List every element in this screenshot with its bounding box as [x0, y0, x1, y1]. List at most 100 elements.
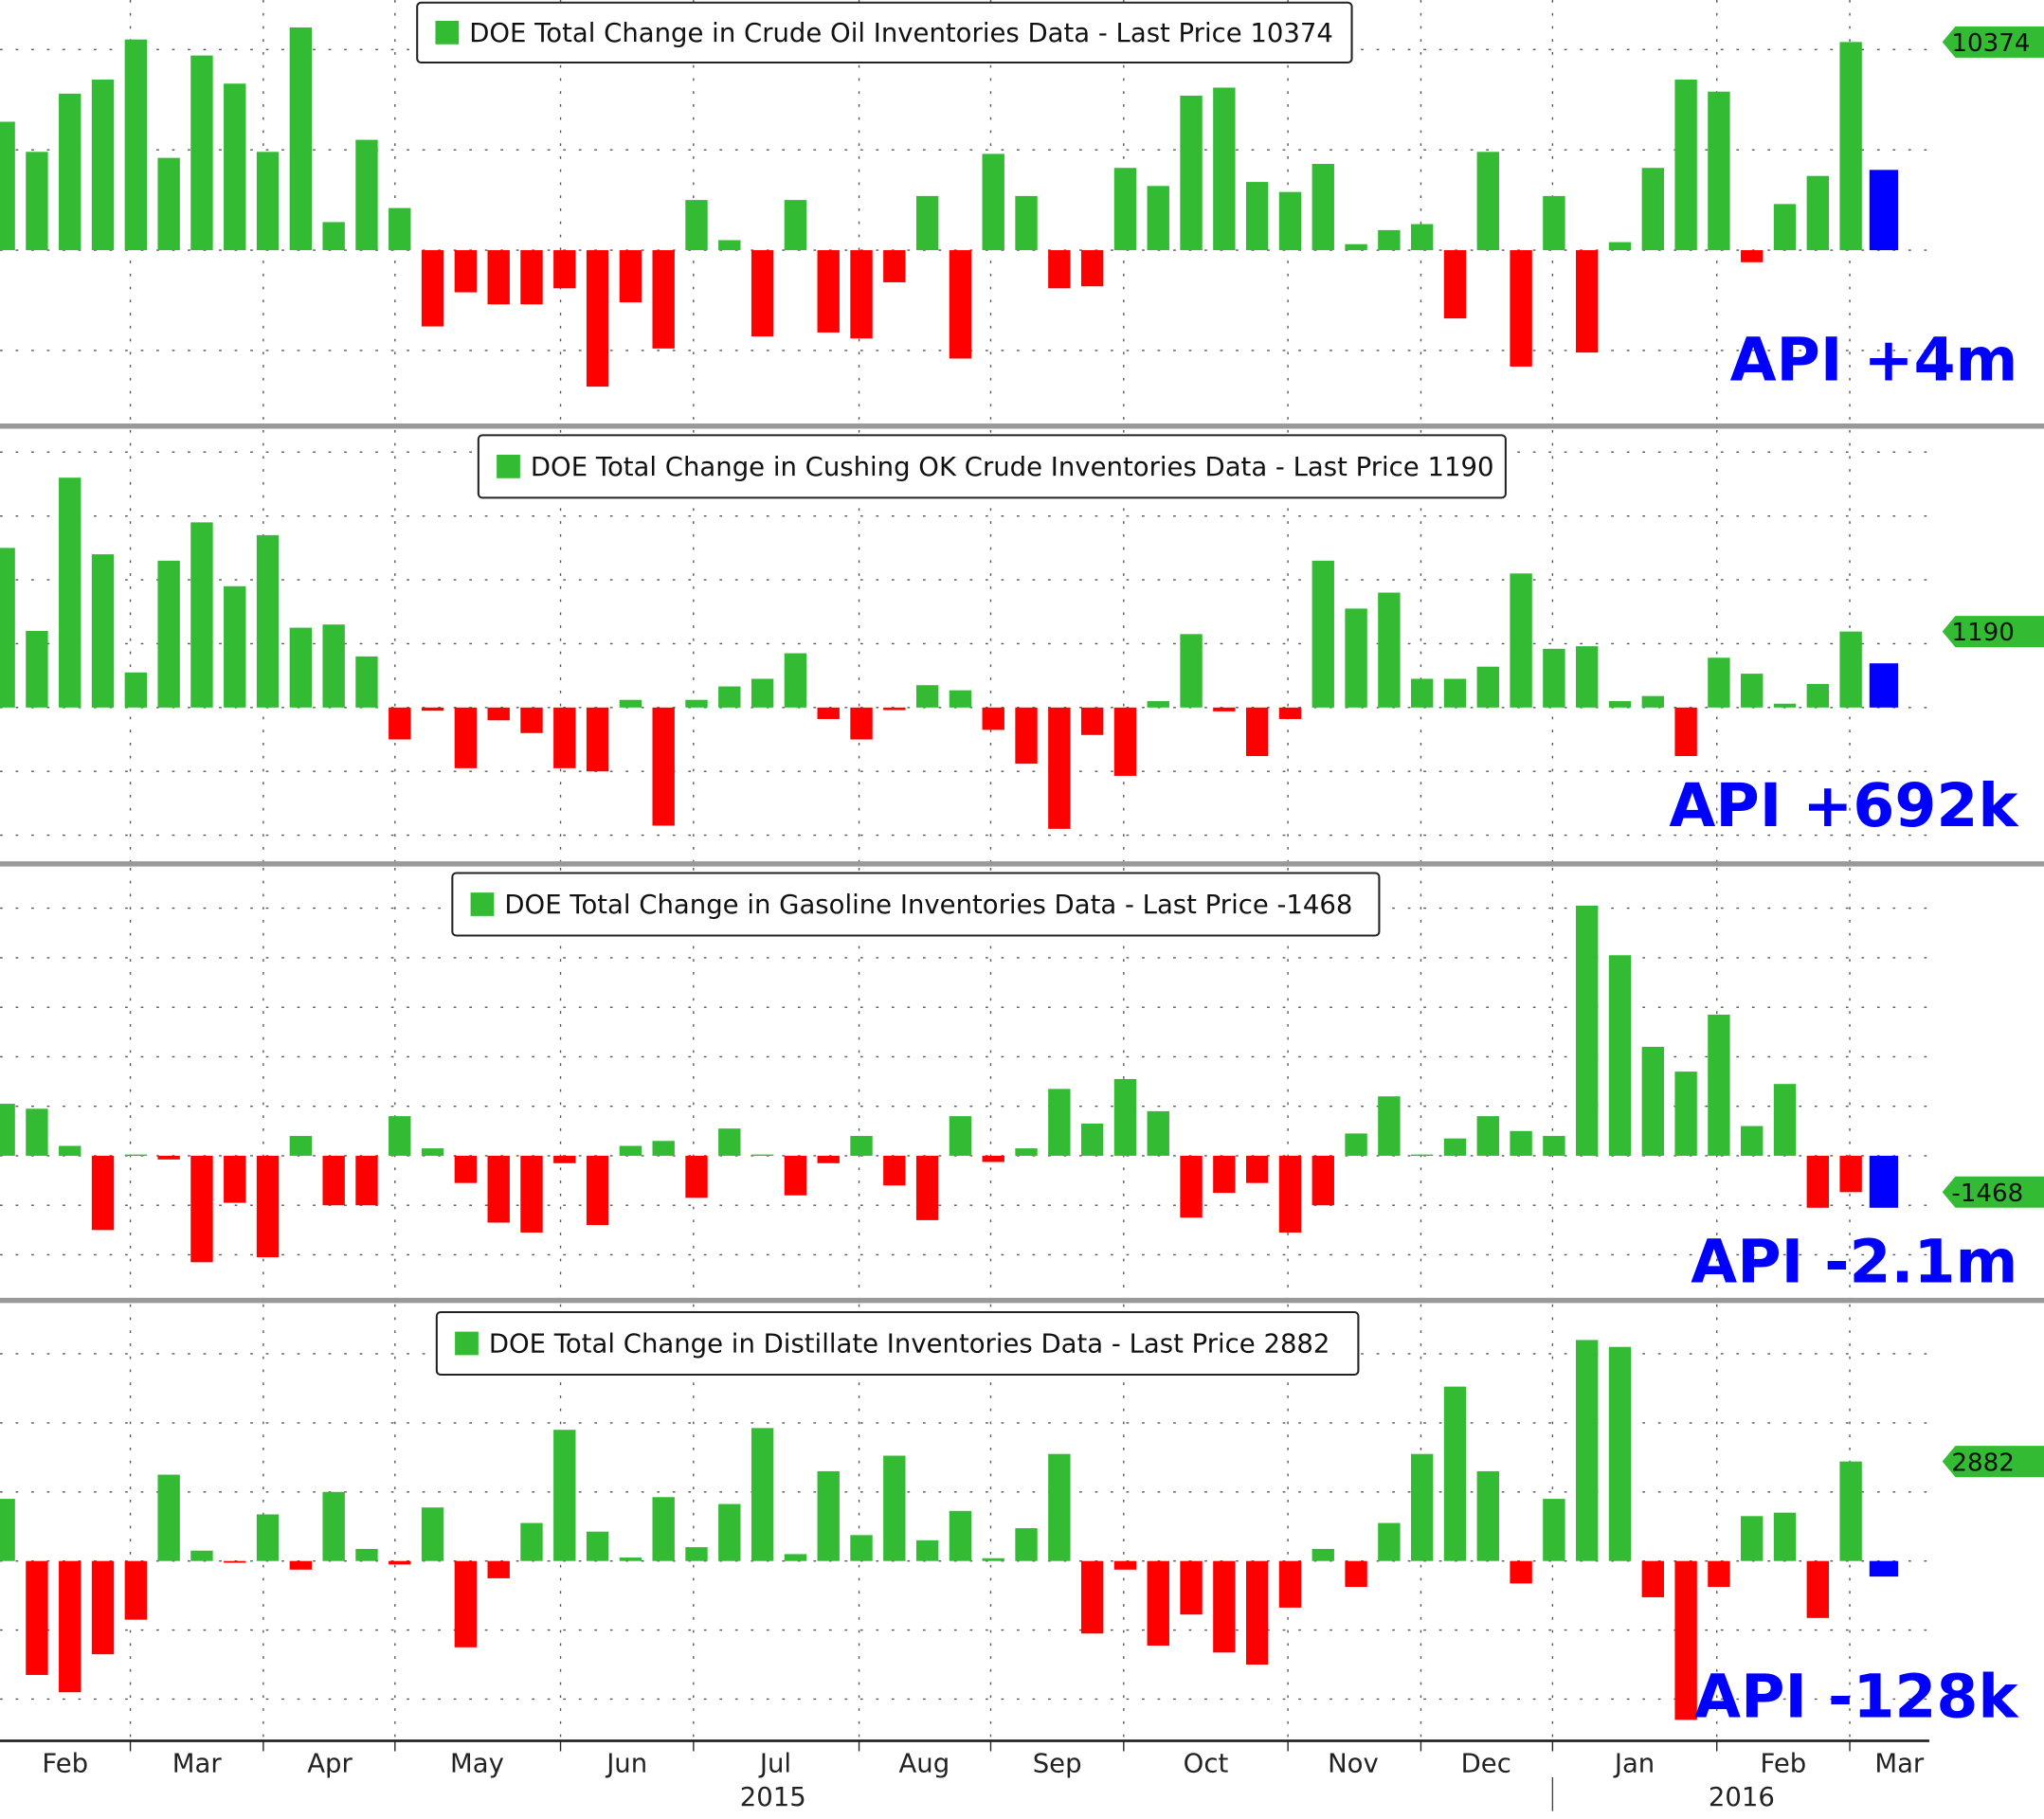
- bar-decrease: [817, 707, 840, 719]
- bar-decrease: [322, 1155, 345, 1206]
- bar-increase: [1311, 163, 1334, 251]
- bar-increase: [1641, 168, 1665, 251]
- bar-increase: [26, 630, 48, 708]
- bar-increase: [1674, 1072, 1697, 1156]
- bar-increase: [1576, 646, 1599, 708]
- api-annotation: API -128k: [1694, 1662, 2019, 1732]
- bar-decrease: [850, 707, 873, 740]
- bar-increase: [59, 477, 81, 708]
- bar-decrease: [586, 707, 609, 772]
- bar-increase: [26, 1108, 48, 1156]
- bar-increase: [619, 1145, 642, 1156]
- api-estimate-bar: [1869, 663, 1899, 708]
- bar-increase: [1839, 631, 1862, 708]
- bar-increase: [1576, 1340, 1599, 1561]
- bar-increase: [124, 39, 148, 251]
- bar-increase: [1476, 152, 1499, 251]
- bar-increase: [124, 672, 148, 708]
- bar-increase: [751, 1428, 774, 1561]
- bar-decrease: [256, 1155, 280, 1258]
- bar-increase: [1311, 560, 1334, 708]
- bar-increase: [784, 200, 807, 251]
- legend-box: [416, 1, 1353, 64]
- bar-increase: [59, 1145, 81, 1156]
- bar-increase: [1543, 1499, 1565, 1561]
- bar-decrease: [520, 250, 543, 305]
- bar-decrease: [487, 250, 510, 305]
- last-price-label: 2882: [1951, 1449, 2015, 1477]
- bar-increase: [652, 1497, 675, 1561]
- bar-decrease: [1708, 1560, 1730, 1588]
- bar-increase: [1608, 242, 1632, 251]
- bar-decrease: [586, 1155, 609, 1226]
- bar-increase: [982, 153, 1004, 251]
- bar-increase: [1576, 906, 1599, 1156]
- month-tick-label: Jan: [1613, 1748, 1655, 1778]
- last-price-tag: [1942, 1446, 2044, 1478]
- bar-increase: [1147, 701, 1169, 708]
- bar-decrease: [751, 250, 774, 337]
- bar-decrease: [1080, 1560, 1104, 1634]
- bar-decrease: [224, 1155, 246, 1203]
- bar-increase: [915, 1540, 939, 1561]
- bar-increase: [1543, 648, 1565, 708]
- bar-decrease: [1674, 707, 1697, 757]
- bar-increase: [1245, 182, 1269, 251]
- bar-decrease: [157, 1155, 180, 1160]
- bar-decrease: [1245, 1155, 1269, 1183]
- bar-decrease: [883, 707, 906, 711]
- bar-increase: [1708, 91, 1730, 251]
- last-price-label: 10374: [1951, 29, 2030, 58]
- bar-decrease: [1048, 250, 1071, 289]
- bar-increase: [1113, 168, 1137, 251]
- bar-increase: [553, 1430, 576, 1561]
- bar-increase: [1641, 695, 1665, 708]
- bar-increase: [949, 1510, 972, 1561]
- bar-increase: [850, 1136, 873, 1156]
- month-tick-label: Apr: [307, 1748, 353, 1778]
- bar-increase: [883, 1455, 906, 1561]
- bar-increase: [1180, 95, 1203, 251]
- bar-increase: [1378, 1096, 1401, 1156]
- bar-increase: [355, 656, 378, 708]
- bar-increase: [0, 1104, 15, 1156]
- bar-decrease: [553, 1155, 576, 1163]
- bar-increase: [0, 121, 15, 251]
- bar-increase: [1410, 678, 1434, 708]
- bar-increase: [190, 522, 213, 708]
- bar-increase: [718, 686, 741, 708]
- bar-decrease: [487, 707, 510, 721]
- bar-increase: [1015, 195, 1038, 251]
- bar-increase: [1543, 1136, 1565, 1156]
- month-tick-label: Jul: [758, 1748, 791, 1778]
- bar-increase: [751, 1154, 774, 1157]
- bar-increase: [1378, 1522, 1401, 1561]
- month-tick-label: Mar: [1874, 1748, 1925, 1778]
- bar-decrease: [850, 250, 873, 339]
- bar-decrease: [586, 250, 609, 387]
- bar-decrease: [520, 1155, 543, 1233]
- bar-decrease: [1180, 1155, 1203, 1218]
- bar-decrease: [1213, 1155, 1236, 1194]
- bar-increase: [784, 653, 807, 708]
- bar-increase: [1510, 573, 1532, 708]
- bar-decrease: [421, 707, 444, 711]
- bar-increase: [1378, 229, 1401, 251]
- bar-increase: [520, 1522, 543, 1561]
- bar-decrease: [1048, 707, 1071, 829]
- bar-decrease: [1113, 1560, 1137, 1570]
- api-annotation: API +692k: [1669, 770, 2019, 840]
- bar-decrease: [652, 250, 675, 349]
- bar-increase: [1839, 1461, 1862, 1561]
- bar-decrease: [1245, 1560, 1269, 1666]
- bar-decrease: [421, 250, 444, 327]
- bar-decrease: [289, 1560, 313, 1570]
- bar-increase: [157, 560, 180, 708]
- bar-decrease: [1213, 1560, 1236, 1653]
- bar-decrease: [1278, 1560, 1302, 1608]
- bar-increase: [289, 1136, 313, 1156]
- bar-increase: [1048, 1089, 1071, 1156]
- bar-increase: [982, 1558, 1004, 1561]
- bar-increase: [915, 685, 939, 708]
- bar-increase: [685, 699, 708, 708]
